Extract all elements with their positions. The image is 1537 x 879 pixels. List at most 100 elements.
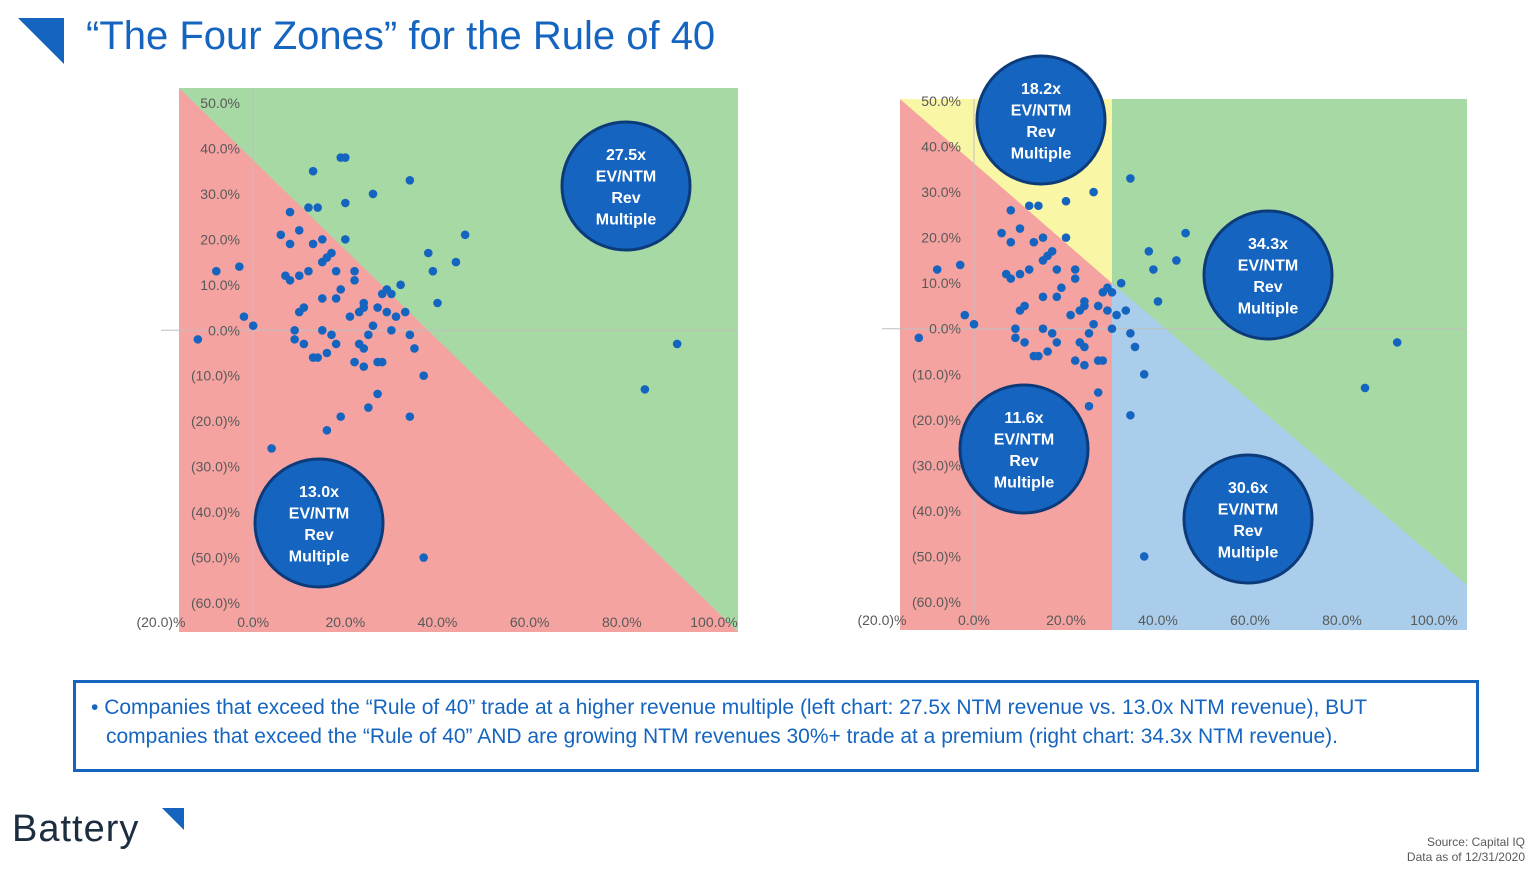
y-tick-label: (20.0)%: [191, 413, 240, 429]
data-point: [423, 248, 433, 258]
bubble-label-line: Rev: [1009, 453, 1038, 470]
data-point: [932, 265, 942, 274]
data-point: [1089, 319, 1098, 329]
data-point: [308, 166, 318, 176]
bullet: •: [91, 696, 99, 719]
y-tick-label: 0.0%: [929, 321, 961, 337]
y-tick-label: (40.0)%: [191, 504, 240, 520]
source-line: Source: Capital IQ: [1426, 835, 1525, 849]
data-point: [1149, 265, 1158, 274]
data-point: [322, 425, 332, 435]
bubble-label-line: 11.6x: [1004, 410, 1043, 427]
data-point: [193, 335, 203, 344]
data-point: [1020, 338, 1029, 347]
data-point: [1070, 356, 1080, 365]
data-point: [1084, 401, 1094, 411]
bubble-label-line: Multiple: [596, 212, 657, 229]
data-point: [368, 189, 378, 199]
data-point: [331, 294, 341, 303]
x-tick-label: 40.0%: [1138, 612, 1178, 628]
data-point: [294, 225, 304, 235]
data-point: [290, 325, 299, 335]
x-tick-label: 0.0%: [237, 614, 269, 630]
corner-triangle-mark: [18, 18, 64, 64]
data-point: [451, 257, 461, 267]
data-point: [405, 330, 415, 340]
multiple-bubble: [560, 120, 692, 252]
data-point: [285, 207, 295, 217]
data-point: [1011, 324, 1020, 334]
bubble-label-line: 18.2x: [1021, 81, 1061, 98]
y-tick-label: 0.0%: [208, 322, 240, 338]
data-point: [359, 344, 369, 353]
data-point: [313, 353, 322, 362]
x-tick-label: 60.0%: [510, 614, 550, 630]
data-point: [317, 235, 327, 244]
x-tick-label: 80.0%: [602, 614, 642, 630]
data-point: [1061, 196, 1071, 206]
multiple-bubble: [253, 457, 385, 589]
data-point: [285, 239, 295, 249]
data-point: [914, 333, 924, 343]
data-point: [1047, 328, 1057, 338]
bubble-label-line: 34.3x: [1248, 236, 1288, 253]
bubble-label-line: Multiple: [1011, 146, 1072, 163]
x-tick-label: 20.0%: [1046, 612, 1086, 628]
data-point: [1052, 292, 1062, 302]
data-point: [387, 289, 396, 299]
multiple-bubble: [1202, 209, 1334, 341]
data-point: [285, 275, 295, 285]
y-tick-label: (50.0)%: [191, 550, 240, 566]
data-point: [1153, 297, 1163, 306]
data-point: [1130, 342, 1140, 352]
bubble-label-line: EV/NTM: [1218, 502, 1278, 519]
x-tick-label: 100.0%: [1410, 612, 1457, 628]
data-point: [1089, 187, 1098, 197]
data-point: [1006, 206, 1016, 215]
y-tick-label: 20.0%: [921, 230, 961, 246]
bubble-label-line: 27.5x: [606, 147, 646, 164]
y-tick-label: (10.0)%: [912, 366, 961, 382]
data-point: [299, 339, 309, 349]
data-point: [960, 310, 970, 320]
logo-triangle-icon: [162, 808, 184, 830]
data-point: [1116, 278, 1126, 288]
bubble-label-line: Rev: [611, 190, 640, 207]
y-tick-label: (30.0)%: [191, 459, 240, 475]
data-point: [373, 303, 382, 312]
zone-high-growth-above: [1112, 99, 1467, 585]
data-point: [640, 385, 650, 394]
data-point: [1112, 310, 1121, 320]
data-point: [1061, 233, 1071, 242]
data-point: [1139, 369, 1149, 379]
y-tick-label: (40.0)%: [912, 503, 961, 519]
data-point: [1034, 201, 1043, 211]
y-tick-label: 30.0%: [921, 184, 961, 200]
data-point: [331, 266, 341, 276]
data-point: [1126, 174, 1135, 183]
y-tick-label: (60.0)%: [912, 594, 961, 610]
data-point: [1126, 328, 1135, 338]
data-point: [341, 153, 350, 162]
data-point: [1034, 351, 1043, 361]
data-point: [433, 298, 442, 308]
data-point: [350, 275, 359, 285]
data-point: [1070, 274, 1080, 283]
y-tick-label: 50.0%: [200, 95, 240, 111]
data-point: [1052, 338, 1062, 347]
data-point: [341, 235, 350, 244]
bubble-label-line: EV/NTM: [1238, 258, 1298, 275]
takeaway-text: • Companies that exceed the “Rule of 40”…: [84, 693, 1468, 751]
data-point: [1080, 342, 1089, 352]
data-point: [364, 330, 373, 340]
data-point: [235, 262, 244, 271]
data-point: [377, 357, 387, 367]
data-point: [317, 325, 327, 335]
data-point: [1020, 301, 1029, 311]
data-point: [1144, 247, 1154, 256]
data-point: [1392, 338, 1402, 347]
data-point: [327, 330, 336, 340]
bubble-label-line: 30.6x: [1228, 480, 1268, 497]
x-tick-label: 80.0%: [1322, 612, 1362, 628]
x-tick-label: 20.0%: [325, 614, 365, 630]
